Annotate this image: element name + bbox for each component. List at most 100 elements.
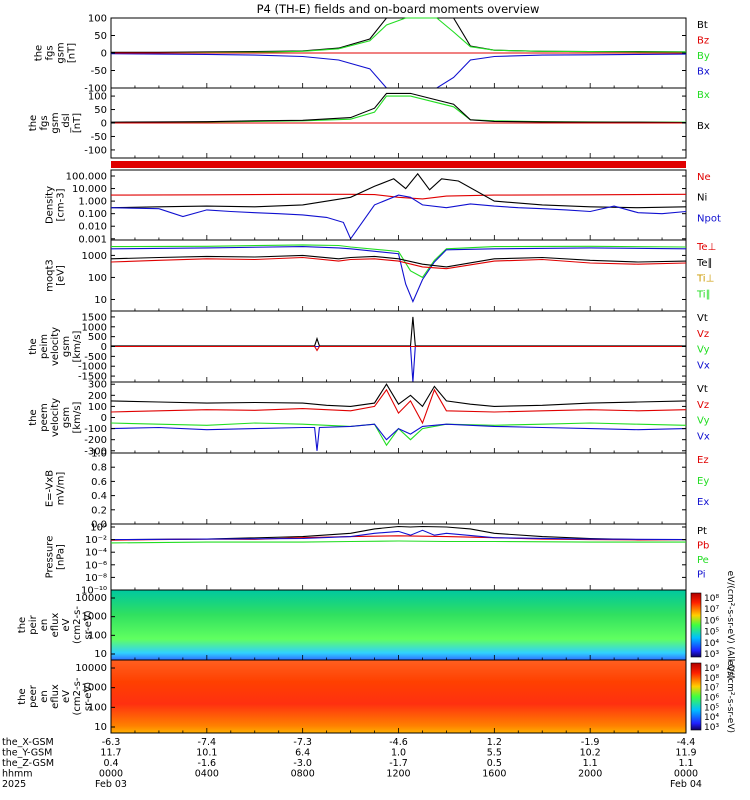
series-fgs2-0	[110, 95, 686, 124]
y-tick-label: -100	[84, 145, 107, 156]
colorbar-label: eV/(cm²-s-sr-eV) (All Qs)	[725, 571, 735, 680]
series-pressure-2	[110, 529, 687, 541]
y-axis-label: the	[17, 688, 28, 704]
panel-fgs2: 100 50 0 -50 -100 the fgs gsm _dsl [nT] Bx Bx	[28, 87, 710, 159]
legend-temp: Ti⊥	[696, 274, 714, 285]
y-tick-label: 100.000	[66, 171, 107, 182]
x-row-value: 1.1	[583, 758, 598, 769]
y-tick-label: 10.000	[72, 184, 107, 195]
y-tick-label: 0.001	[78, 234, 107, 245]
y-tick-label: 0	[101, 119, 107, 130]
colorbar-tick: 10⁴	[704, 639, 719, 649]
colorbar-tick: 10⁵	[704, 703, 719, 713]
y-axis-label: [km/s]	[72, 330, 83, 362]
y-axis-label: the	[28, 409, 39, 425]
x-row-value: 1600	[482, 769, 506, 780]
y-tick-label: 10000	[75, 593, 107, 604]
series-peem-1	[110, 388, 687, 425]
y-tick-label: 1000	[82, 683, 107, 694]
y-tick-label: -1000	[78, 362, 107, 373]
y-axis-label: [nT]	[72, 113, 83, 133]
y-tick-label: 10⁻⁴	[85, 548, 107, 559]
series-fgs-2	[110, 53, 687, 89]
y-axis-label: [cm-3]	[56, 188, 67, 221]
legend-efield: Ex	[697, 497, 709, 508]
y-tick-label: 200	[88, 391, 107, 402]
y-tick-label: 0.010	[78, 222, 107, 233]
series-peem-0	[110, 383, 687, 408]
y-tick-label: -1500	[78, 372, 107, 383]
colorbar-tick: 10⁸	[704, 594, 719, 604]
series-fgs-1	[111, 17, 686, 54]
x-row-value: 1.0	[391, 748, 406, 759]
colorbar-tick: 10⁵	[704, 628, 719, 638]
x-row-value: Feb 04	[670, 779, 702, 790]
colorbar-tick: 10⁴	[704, 713, 719, 723]
y-tick-label: 10⁻¹⁰	[81, 586, 107, 597]
y-axis-label: Density	[45, 186, 56, 224]
series-pressure-0	[110, 525, 686, 541]
y-tick-label: 1000	[82, 612, 107, 623]
series-density-2	[110, 194, 687, 240]
y-axis-label: [nT]	[67, 43, 78, 63]
heatmap-peir	[111, 590, 686, 660]
legend-peim: Vy	[697, 345, 710, 356]
y-tick-label: 0	[101, 49, 107, 60]
x-row-value: 1.1	[678, 758, 693, 769]
legend-pressure: Pb	[697, 541, 709, 552]
legend-efield: Ey	[697, 476, 709, 487]
colorbar-tick: 10⁶	[704, 616, 719, 626]
y-tick-label: -300	[84, 446, 107, 457]
colorbar-tick: 10⁶	[704, 694, 719, 704]
chart-title: P4 (TH-E) fields and on-board moments ov…	[257, 2, 540, 16]
y-axis-label: peir	[28, 614, 39, 634]
legend-fgs2: Bx	[697, 121, 710, 132]
y-tick-label: 1500	[82, 312, 107, 323]
colorbar-tick: 10⁷	[704, 684, 719, 694]
y-axis-label: eflux	[50, 684, 61, 709]
y-tick-label: 100	[88, 92, 107, 103]
colorbar-peir	[690, 592, 702, 658]
y-tick-label: 10⁻⁸	[85, 573, 107, 584]
x-row-value: 11.7	[100, 748, 121, 759]
legend-pressure: Pt	[697, 526, 707, 537]
series-peem-2	[110, 422, 687, 447]
y-tick-label: 0.6	[91, 477, 107, 488]
x-row-value: 11.9	[675, 748, 696, 759]
legend-temp: Ti∥	[696, 289, 711, 300]
x-row-value: 2000	[578, 769, 602, 780]
y-tick-label: -200	[84, 435, 107, 446]
y-tick-label: 100	[88, 402, 107, 413]
legend-peim: Vt	[697, 313, 708, 324]
legend-density: Ni	[697, 193, 707, 204]
y-axis-label: fgs	[45, 45, 56, 60]
y-tick-label: 0	[101, 413, 107, 424]
y-axis-label: gsm	[61, 407, 72, 428]
series-peim-2	[111, 345, 686, 352]
legend-fgs: Bt	[697, 20, 708, 31]
x-row-value: -1.7	[389, 758, 408, 769]
y-axis-label: velocity	[50, 398, 61, 437]
y-axis-label: [km/s]	[72, 401, 83, 433]
panel-frame	[110, 452, 687, 525]
y-tick-label: 1.0	[91, 449, 107, 460]
y-axis-label: moqt3	[45, 259, 56, 292]
y-axis-label: gsm	[50, 112, 61, 133]
panel-temp: 1000 100 10 moqt3 [eV] Te⊥ Te∥ Ti⊥ Ti∥	[45, 239, 716, 312]
y-tick-label: 50	[94, 105, 107, 116]
x-row-label: the_Y-GSM	[2, 748, 52, 759]
legend-density: Npot	[697, 213, 721, 224]
x-row-value: 0400	[195, 769, 219, 780]
series-peim-0	[111, 316, 686, 347]
legend-peim: Vz	[697, 329, 709, 340]
y-axis-label: the	[28, 338, 39, 354]
legend-density: Ne	[697, 172, 711, 183]
y-tick-label: 0.2	[91, 505, 107, 516]
x-row-value: -3.0	[293, 758, 312, 769]
y-tick-label: 10	[94, 649, 107, 660]
x-row-value: 6.4	[295, 748, 310, 759]
